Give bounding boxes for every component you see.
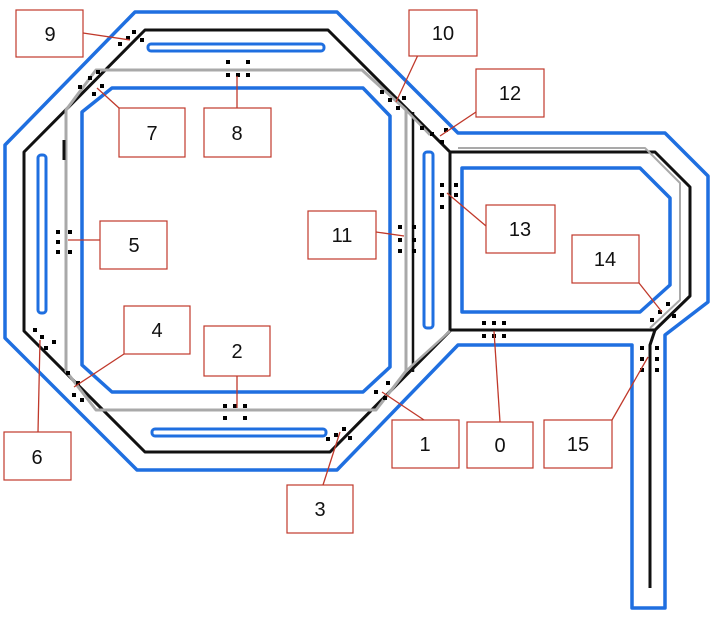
sensor-9 <box>118 30 144 46</box>
loop-inner-lane <box>458 147 681 329</box>
leader-6 <box>37 339 41 433</box>
leader-15 <box>611 356 649 421</box>
callout-12: 12 <box>475 68 545 118</box>
sensor-5 <box>56 230 72 254</box>
label-11: 11 <box>332 225 353 247</box>
label-9: 9 <box>44 24 55 46</box>
callout-6: 6 <box>3 431 72 481</box>
sensor-13 <box>440 183 458 209</box>
connector-gray-1 <box>405 330 451 372</box>
label-12: 12 <box>499 83 521 105</box>
label-10: 10 <box>432 23 454 45</box>
inner-octagon-boundary <box>80 86 392 394</box>
callout-4: 4 <box>123 305 191 355</box>
leader-0 <box>493 330 501 423</box>
label-15: 15 <box>567 434 589 456</box>
label-3: 3 <box>314 499 325 521</box>
label-13: 13 <box>509 219 531 241</box>
callouts: 0 1 2 3 4 5 6 7 8 9 10 11 12 13 14 15 <box>3 9 640 534</box>
sensor-12 <box>420 126 448 144</box>
label-0: 0 <box>494 435 505 457</box>
sensor-10 <box>380 90 406 110</box>
callout-14: 14 <box>571 234 640 284</box>
connector-gray-2 <box>405 109 431 136</box>
leader-11 <box>375 231 405 237</box>
leader-14 <box>638 282 663 313</box>
inner-loop-boundary <box>460 166 672 314</box>
label-6: 6 <box>31 447 42 469</box>
leader-10 <box>395 54 419 103</box>
sensor-14 <box>650 302 676 322</box>
left-slot <box>36 153 48 315</box>
callout-11: 11 <box>307 210 377 260</box>
leader-4 <box>73 353 125 388</box>
leader-7 <box>96 87 120 109</box>
callout-13: 13 <box>485 204 556 254</box>
callout-2: 2 <box>203 325 271 377</box>
sensor-7 <box>78 70 104 96</box>
sensor-3 <box>326 427 352 441</box>
label-14: 14 <box>594 249 616 271</box>
callout-0: 0 <box>466 421 534 469</box>
label-8: 8 <box>231 123 242 145</box>
leader-lines <box>37 32 663 486</box>
label-1: 1 <box>419 434 430 456</box>
sensor-4 <box>66 371 84 402</box>
bottom-slot <box>150 427 328 438</box>
callout-9: 9 <box>15 9 84 58</box>
sensor-6 <box>33 328 56 350</box>
spur-lane <box>648 329 657 588</box>
callout-7: 7 <box>118 107 186 158</box>
loop-outer-lane <box>450 150 692 332</box>
label-7: 7 <box>146 123 157 145</box>
callout-1: 1 <box>391 419 460 469</box>
callout-3: 3 <box>286 484 354 534</box>
leader-13 <box>446 192 487 227</box>
sensor-8 <box>226 60 250 77</box>
label-4: 4 <box>151 320 162 342</box>
callout-8: 8 <box>203 107 272 158</box>
sensor-15 <box>640 346 659 372</box>
sensor-1 <box>374 381 390 400</box>
label-5: 5 <box>128 235 139 257</box>
callout-15: 15 <box>543 419 613 469</box>
leader-3 <box>322 431 341 486</box>
outer-boundary <box>3 10 710 610</box>
callout-10: 10 <box>408 9 478 57</box>
leader-1 <box>381 391 425 421</box>
sensor-2 <box>223 404 247 420</box>
label-2: 2 <box>231 341 242 363</box>
top-slot <box>146 42 326 53</box>
callout-5: 5 <box>99 220 168 270</box>
leader-9 <box>82 32 131 41</box>
sensor-11 <box>398 225 416 253</box>
sensor-markers <box>33 30 676 441</box>
leader-12 <box>439 111 477 137</box>
middle-slot <box>422 150 435 330</box>
